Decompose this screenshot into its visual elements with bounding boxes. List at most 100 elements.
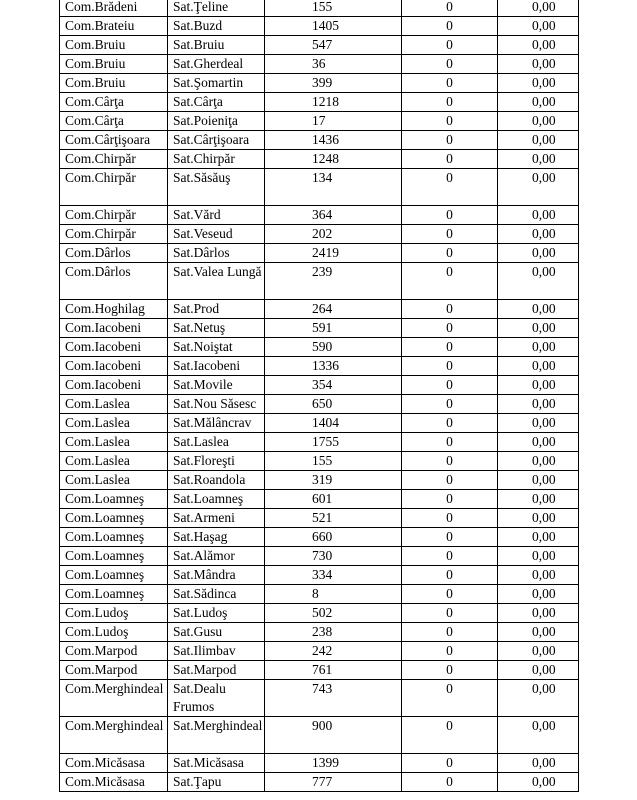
value-cell: 0,00: [497, 584, 579, 604]
count-cell: 0: [401, 299, 498, 319]
population-cell: 239: [264, 262, 402, 300]
count-cell: 0: [401, 0, 498, 17]
villages-table: Com.Brădeni Sat.Ţeline 155 0 0,00 Com.Brateiu…: [59, 0, 579, 792]
commune-cell: Com.Bruiu: [59, 54, 168, 74]
village-cell: Sat.Buzd: [167, 16, 265, 36]
population-cell: 1336: [264, 356, 402, 376]
value-cell: 0,00: [497, 432, 579, 452]
count-cell: 0: [401, 54, 498, 74]
table-row: Com.Loamneş Sat.Armeni 521 0 0,00: [59, 508, 579, 528]
commune-cell: Com.Bruiu: [59, 73, 168, 93]
value-cell: 0,00: [497, 470, 579, 490]
value-cell: 0,00: [497, 168, 579, 206]
value-cell: 0,00: [497, 413, 579, 433]
count-cell: 0: [401, 243, 498, 263]
population-cell: 36: [264, 54, 402, 74]
village-cell: Sat.Şomartin: [167, 73, 265, 93]
village-cell: Sat.Dârlos: [167, 243, 265, 263]
table-row: Com.Merghindeal Sat.Merghindeal 900 0 0,00: [59, 716, 579, 754]
population-cell: 155: [264, 0, 402, 17]
table-row: Com.Loamneş Sat.Mândra 334 0 0,00: [59, 565, 579, 585]
value-cell: 0,00: [497, 318, 579, 338]
count-cell: 0: [401, 470, 498, 490]
population-cell: 264: [264, 299, 402, 319]
population-cell: 743: [264, 679, 402, 717]
count-cell: 0: [401, 489, 498, 509]
count-cell: 0: [401, 111, 498, 131]
commune-cell: Com.Chirpăr: [59, 168, 168, 206]
commune-cell: Com.Brădeni: [59, 0, 168, 17]
population-cell: 591: [264, 318, 402, 338]
population-cell: 2419: [264, 243, 402, 263]
population-cell: 761: [264, 660, 402, 680]
village-cell: Sat.Armeni: [167, 508, 265, 528]
value-cell: 0,00: [497, 35, 579, 55]
commune-cell: Com.Iacobeni: [59, 337, 168, 357]
commune-cell: Com.Ludoş: [59, 622, 168, 642]
village-cell: Sat.Nou Săsesc: [167, 394, 265, 414]
count-cell: 0: [401, 375, 498, 395]
table-row: Com.Chirpăr Sat.Vărd 364 0 0,00: [59, 205, 579, 225]
table-row: Com.Dârlos Sat.Valea Lungă 239 0 0,00: [59, 262, 579, 300]
value-cell: 0,00: [497, 716, 579, 754]
commune-cell: Com.Merghindeal: [59, 679, 168, 717]
count-cell: 0: [401, 130, 498, 150]
count-cell: 0: [401, 622, 498, 642]
table-row: Com.Merghindeal Sat.Dealu Frumos 743 0 0,00: [59, 679, 579, 717]
table-row: Com.Loamneş Sat.Loamneş 601 0 0,00: [59, 489, 579, 509]
table-row: Com.Dârlos Sat.Dârlos 2419 0 0,00: [59, 243, 579, 263]
commune-cell: Com.Chirpăr: [59, 224, 168, 244]
commune-cell: Com.Brateiu: [59, 16, 168, 36]
count-cell: 0: [401, 149, 498, 169]
count-cell: 0: [401, 546, 498, 566]
village-cell: Sat.Vărd: [167, 205, 265, 225]
population-cell: 238: [264, 622, 402, 642]
value-cell: 0,00: [497, 772, 579, 792]
value-cell: 0,00: [497, 451, 579, 471]
population-cell: 1248: [264, 149, 402, 169]
commune-cell: Com.Loamneş: [59, 527, 168, 547]
village-cell: Sat.Laslea: [167, 432, 265, 452]
count-cell: 0: [401, 584, 498, 604]
village-cell: Sat.Alămor: [167, 546, 265, 566]
value-cell: 0,00: [497, 527, 579, 547]
commune-cell: Com.Micăsasa: [59, 753, 168, 773]
village-cell: Sat.Poieniţa: [167, 111, 265, 131]
commune-cell: Com.Marpod: [59, 641, 168, 661]
population-cell: 8: [264, 584, 402, 604]
commune-cell: Com.Cârţa: [59, 111, 168, 131]
table-row: Com.Chirpăr Sat.Veseud 202 0 0,00: [59, 224, 579, 244]
count-cell: 0: [401, 679, 498, 717]
commune-cell: Com.Laslea: [59, 394, 168, 414]
count-cell: 0: [401, 92, 498, 112]
population-cell: 399: [264, 73, 402, 93]
commune-cell: Com.Loamneş: [59, 508, 168, 528]
table-row: Com.Iacobeni Sat.Iacobeni 1336 0 0,00: [59, 356, 579, 376]
value-cell: 0,00: [497, 224, 579, 244]
population-cell: 900: [264, 716, 402, 754]
value-cell: 0,00: [497, 603, 579, 623]
commune-cell: Com.Chirpăr: [59, 149, 168, 169]
count-cell: 0: [401, 168, 498, 206]
commune-cell: Com.Iacobeni: [59, 375, 168, 395]
count-cell: 0: [401, 508, 498, 528]
population-cell: 660: [264, 527, 402, 547]
village-cell: Sat.Netuş: [167, 318, 265, 338]
value-cell: 0,00: [497, 92, 579, 112]
table-row: Com.Bruiu Sat.Bruiu 547 0 0,00: [59, 35, 579, 55]
population-cell: 134: [264, 168, 402, 206]
village-cell: Sat.Gusu: [167, 622, 265, 642]
value-cell: 0,00: [497, 679, 579, 717]
table-row: Com.Iacobeni Sat.Noiştat 590 0 0,00: [59, 337, 579, 357]
commune-cell: Com.Dârlos: [59, 243, 168, 263]
count-cell: 0: [401, 772, 498, 792]
table-row: Com.Brateiu Sat.Buzd 1405 0 0,00: [59, 16, 579, 36]
village-cell: Sat.Dealu Frumos: [167, 679, 265, 717]
village-cell: Sat.Floreşti: [167, 451, 265, 471]
population-cell: 319: [264, 470, 402, 490]
commune-cell: Com.Bruiu: [59, 35, 168, 55]
commune-cell: Com.Laslea: [59, 432, 168, 452]
commune-cell: Com.Marpod: [59, 660, 168, 680]
population-cell: 1755: [264, 432, 402, 452]
population-cell: 590: [264, 337, 402, 357]
